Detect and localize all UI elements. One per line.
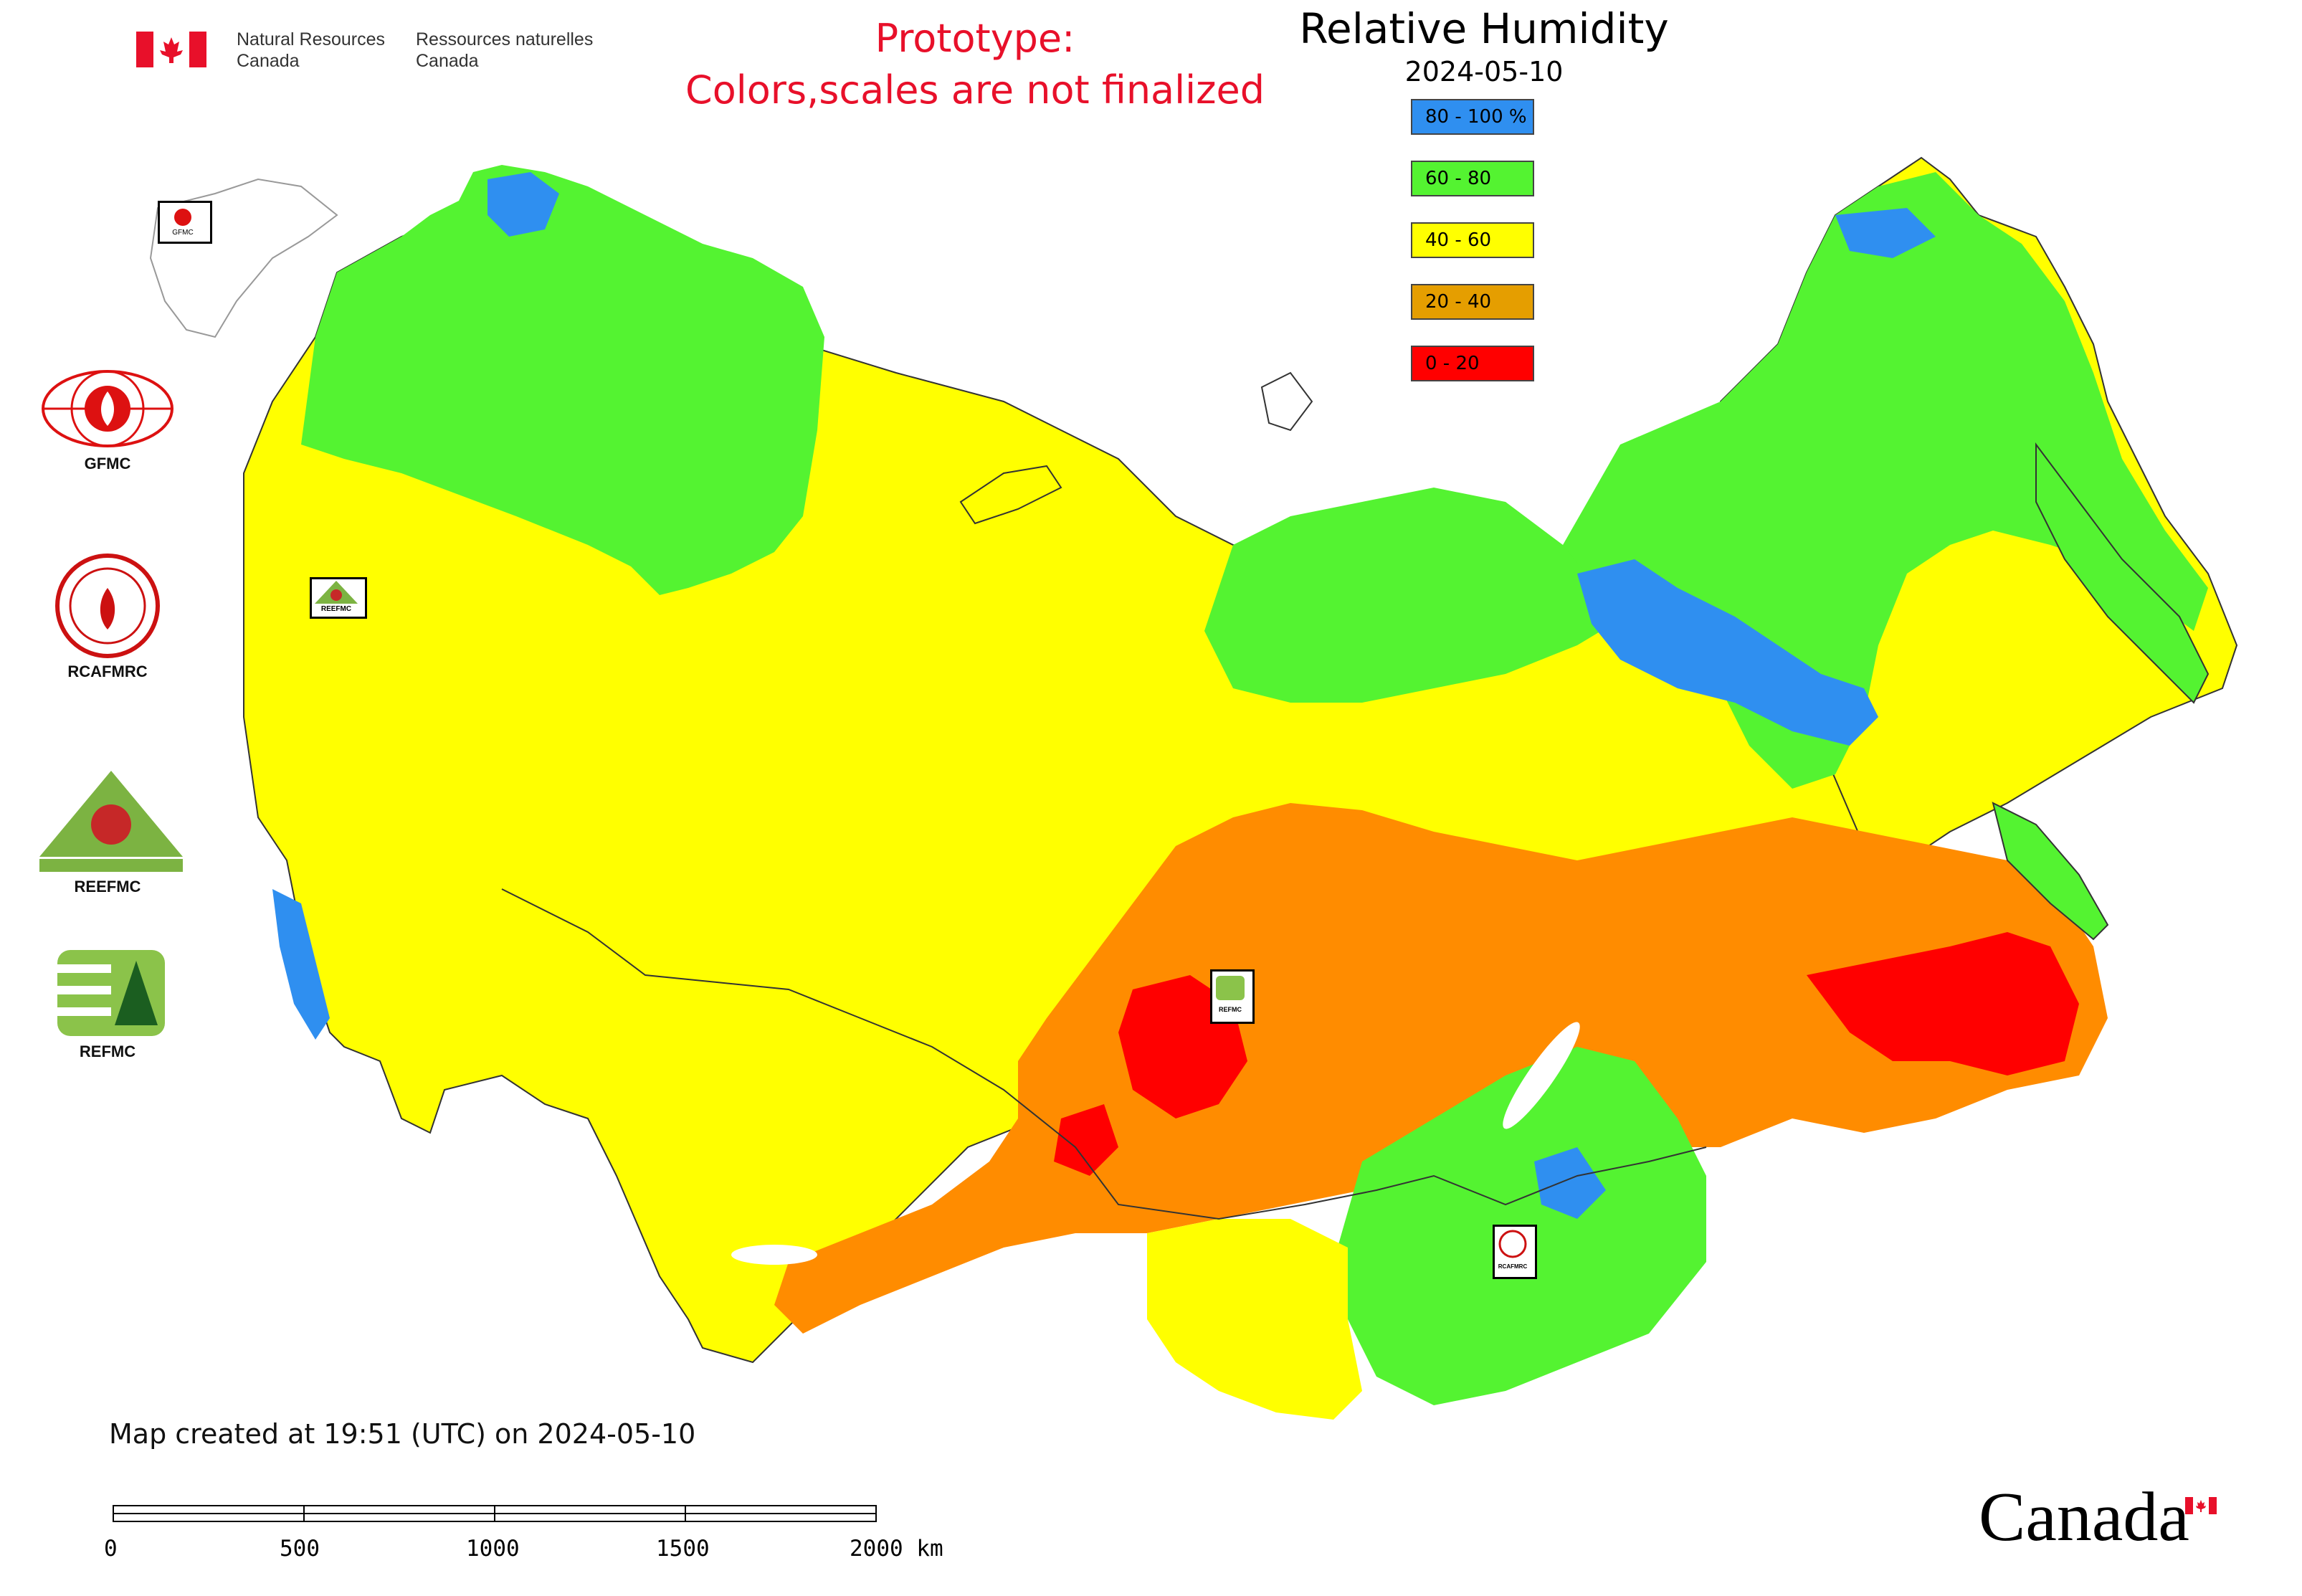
agency-name-en: Natural Resources Canada bbox=[237, 29, 386, 71]
scale-bar-graphic bbox=[113, 1505, 877, 1522]
map-date: 2024-05-10 bbox=[1404, 56, 1564, 87]
marker-refmc-label: REFMC bbox=[1219, 1006, 1242, 1013]
map-created-timestamp: Map created at 19:51 (UTC) on 2024-05-10 bbox=[109, 1418, 696, 1450]
canada-flag-icon bbox=[136, 32, 206, 67]
region-blue-chukotka bbox=[1835, 208, 1936, 258]
prototype-notice-line1: Prototype: bbox=[875, 16, 1075, 61]
reefmc-logo: REEFMC bbox=[36, 767, 183, 896]
refmc-label: REFMC bbox=[79, 1042, 136, 1060]
severnaya-outline bbox=[1260, 371, 1313, 432]
rcafmrc-emblem-icon bbox=[55, 554, 160, 658]
scale-label-1500: 1500 bbox=[656, 1536, 710, 1562]
canada-wordmark: Canada bbox=[1979, 1478, 2189, 1556]
region-blue-kola bbox=[487, 172, 559, 237]
region-island-east bbox=[1992, 802, 2109, 941]
gfmc-logo: GFMC bbox=[36, 366, 179, 473]
refmc-emblem-icon bbox=[57, 950, 165, 1036]
prototype-notice: Prototype: Colors,scales are not finaliz… bbox=[645, 13, 1305, 116]
marker-refmc-icon: REFMC bbox=[1216, 976, 1245, 1013]
region-blue-coast bbox=[272, 889, 330, 1040]
legend: 80 - 100 % 60 - 80 40 - 60 20 - 40 0 - 2… bbox=[1411, 99, 1534, 407]
map-title: Relative Humidity bbox=[1299, 4, 1669, 53]
marker-gfmc-icon: GFMC bbox=[172, 209, 194, 237]
rcafmrc-logo: RCAFMRC bbox=[36, 552, 179, 681]
legend-item-80-100: 80 - 100 % bbox=[1411, 99, 1534, 135]
legend-item-20-40: 20 - 40 bbox=[1411, 284, 1534, 320]
reefmc-label: REEFMC bbox=[74, 878, 141, 896]
lake-baikal bbox=[1503, 1022, 1580, 1129]
border-south bbox=[501, 888, 1707, 1220]
scale-label-2000: 2000 km bbox=[850, 1536, 943, 1562]
marker-reefmc-label: REEFMC bbox=[321, 605, 351, 612]
legend-item-40-60: 40 - 60 bbox=[1411, 222, 1534, 258]
marker-gfmc[interactable]: GFMC bbox=[158, 201, 212, 244]
prototype-notice-line2: Colors,scales are not finalized bbox=[685, 67, 1265, 113]
scale-label-500: 500 bbox=[280, 1536, 320, 1562]
legend-item-0-20: 0 - 20 bbox=[1411, 346, 1534, 381]
scale-label-0: 0 bbox=[104, 1536, 118, 1562]
region-green-nw bbox=[301, 165, 824, 595]
rcafmrc-label: RCAFMRC bbox=[67, 662, 148, 680]
marker-rcafmrc[interactable]: RCAFMRC bbox=[1493, 1225, 1537, 1279]
gfmc-emblem-icon bbox=[42, 370, 173, 447]
marker-reefmc[interactable]: REEFMC bbox=[310, 577, 367, 619]
reefmc-emblem-icon bbox=[39, 771, 183, 872]
region-orange bbox=[774, 803, 2108, 1334]
marker-rcafmrc-icon: RCAFMRC bbox=[1498, 1230, 1528, 1270]
lake-balkhash bbox=[731, 1245, 817, 1265]
legend-item-60-80: 60 - 80 bbox=[1411, 161, 1534, 196]
scale-label-1000: 1000 bbox=[466, 1536, 520, 1562]
marker-reefmc-icon: REEFMC bbox=[315, 581, 358, 613]
scale-bar bbox=[108, 1498, 882, 1580]
novaya-zemlya-outline bbox=[959, 465, 1062, 525]
wordmark-flag-icon bbox=[2185, 1497, 2217, 1514]
region-green-kamchatka bbox=[2035, 442, 2210, 704]
marker-rcafmrc-label: RCAFMRC bbox=[1498, 1263, 1528, 1270]
region-yellow-south bbox=[1147, 1219, 1362, 1420]
region-red-east bbox=[1807, 932, 2079, 1075]
agency-name-fr: Ressources naturelles Canada bbox=[416, 29, 594, 71]
marker-refmc[interactable]: REFMC bbox=[1210, 969, 1255, 1024]
region-red-west bbox=[1054, 1104, 1118, 1176]
gfmc-label: GFMC bbox=[84, 455, 131, 472]
refmc-logo: REFMC bbox=[36, 946, 179, 1061]
marker-gfmc-label: GFMC bbox=[172, 229, 193, 237]
region-green-north bbox=[1204, 488, 1649, 703]
region-blue-baikal bbox=[1534, 1147, 1606, 1219]
region-blue-ne bbox=[1577, 559, 1878, 746]
